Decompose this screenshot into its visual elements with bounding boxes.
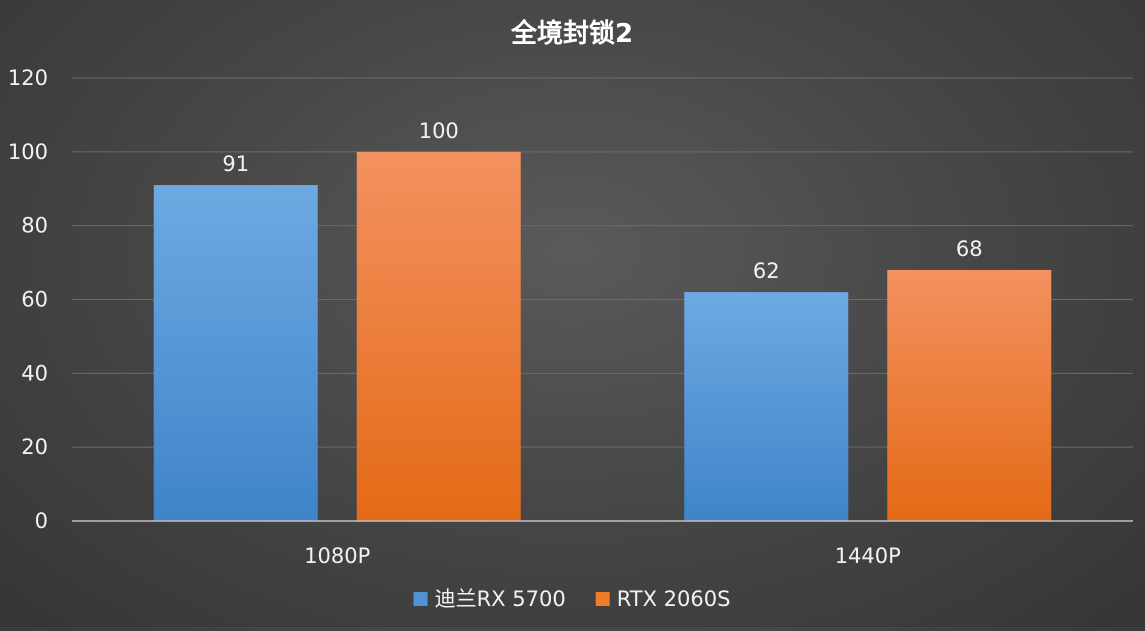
data-label: 62	[753, 259, 780, 283]
bars	[153, 151, 1052, 522]
legend: 迪兰RX 5700 RTX 2060S	[413, 587, 731, 611]
data-label: 100	[419, 119, 459, 143]
y-tick-label: 60	[21, 288, 48, 312]
data-label: 68	[956, 237, 983, 261]
data-label: 91	[222, 152, 249, 176]
legend-swatch	[413, 592, 428, 606]
legend-item: 迪兰RX 5700	[413, 587, 566, 611]
legend-label: RTX 2060S	[617, 587, 731, 611]
bar	[153, 185, 318, 521]
x-tick-label: 1080P	[304, 544, 370, 568]
y-tick-label: 0	[35, 509, 48, 533]
bar	[684, 292, 849, 521]
y-tick-label: 80	[21, 214, 48, 238]
axes: 0 20 40 60 80 100 120 1080P 1440P	[8, 66, 1133, 568]
y-tick-label: 20	[21, 435, 48, 459]
y-tick-label: 40	[21, 361, 48, 385]
x-tick-label: 1440P	[835, 544, 901, 568]
legend-label: 迪兰RX 5700	[435, 587, 566, 611]
legend-item: RTX 2060S	[595, 587, 731, 611]
data-labels: 91 100 62 68	[222, 119, 982, 283]
bar	[356, 151, 521, 522]
legend-swatch	[595, 592, 610, 606]
y-tick-label: 100	[8, 140, 48, 164]
y-tick-label: 120	[8, 66, 48, 90]
chart-title: 全境封锁2	[510, 18, 633, 49]
bar	[887, 269, 1052, 521]
